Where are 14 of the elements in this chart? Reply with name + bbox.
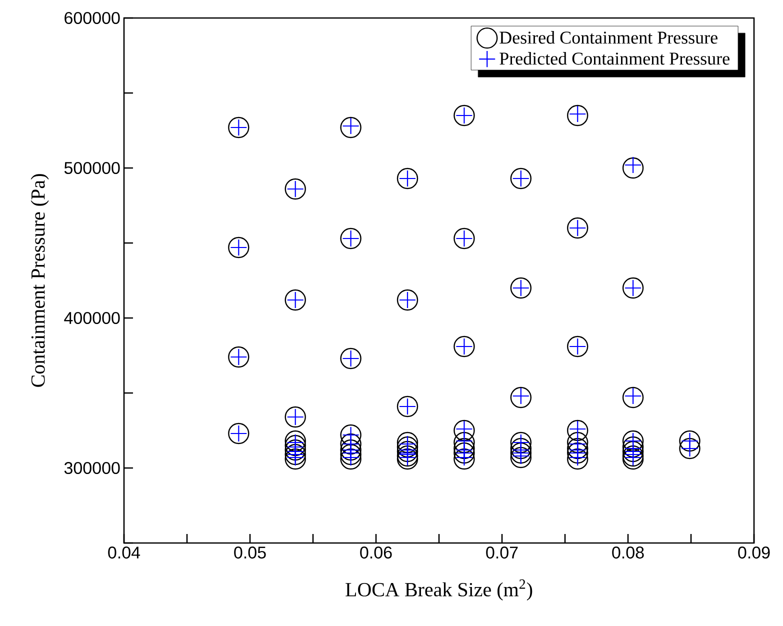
x-tick-label: 0.09 <box>738 546 770 559</box>
x-tick-label: 0.04 <box>108 546 140 559</box>
legend-label: Predicted Containment Pressure <box>500 52 730 65</box>
y-tick-label: 600000 <box>64 12 120 24</box>
x-tick-label: 0.05 <box>234 546 266 559</box>
x-axis-title: LOCA Break Size (m$^{2}$) <box>346 579 532 600</box>
x-tick-label: 0.08 <box>612 546 644 559</box>
x-tick-label: 0.07 <box>486 546 518 559</box>
legend-label: Desired Containment Pressure <box>500 31 718 44</box>
x-tick-label: 0.06 <box>360 546 392 559</box>
y-axis-title: Containment Pressure (Pa) <box>30 174 49 387</box>
y-tick-label: 300000 <box>64 462 120 474</box>
y-tick-label: 500000 <box>64 162 120 174</box>
y-tick-label: 400000 <box>64 312 120 324</box>
